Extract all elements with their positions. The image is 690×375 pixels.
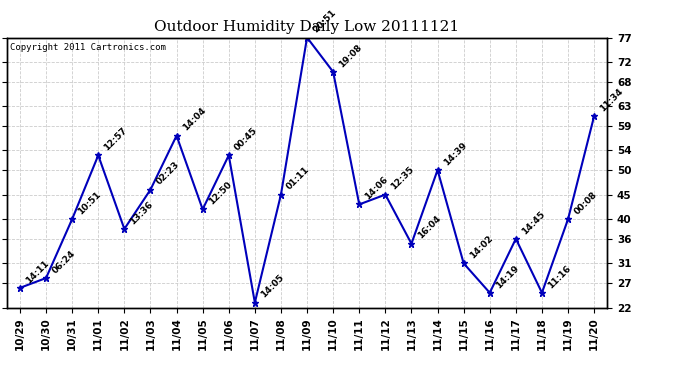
Text: 13:36: 13:36 — [128, 200, 155, 226]
Text: 14:39: 14:39 — [442, 141, 469, 167]
Text: 20:51: 20:51 — [311, 8, 337, 35]
Text: 19:08: 19:08 — [337, 42, 364, 69]
Text: 06:24: 06:24 — [50, 249, 77, 275]
Text: 14:04: 14:04 — [181, 106, 208, 133]
Text: 12:50: 12:50 — [207, 180, 233, 207]
Text: 14:45: 14:45 — [520, 209, 546, 236]
Text: 12:35: 12:35 — [390, 165, 416, 192]
Text: 11:16: 11:16 — [546, 263, 573, 290]
Text: 01:11: 01:11 — [285, 165, 312, 192]
Text: 14:11: 14:11 — [24, 258, 51, 285]
Text: 14:19: 14:19 — [494, 263, 521, 290]
Text: 14:06: 14:06 — [364, 175, 390, 202]
Text: 14:05: 14:05 — [259, 273, 286, 300]
Title: Outdoor Humidity Daily Low 20111121: Outdoor Humidity Daily Low 20111121 — [155, 20, 460, 33]
Text: 02:23: 02:23 — [155, 160, 181, 187]
Text: 14:02: 14:02 — [468, 234, 495, 261]
Text: 10:51: 10:51 — [77, 190, 103, 216]
Text: 00:08: 00:08 — [572, 190, 598, 216]
Text: 11:34: 11:34 — [598, 87, 625, 113]
Text: Copyright 2011 Cartronics.com: Copyright 2011 Cartronics.com — [10, 43, 166, 52]
Text: 16:04: 16:04 — [415, 214, 442, 241]
Text: 00:45: 00:45 — [233, 126, 259, 153]
Text: 12:57: 12:57 — [102, 126, 129, 153]
